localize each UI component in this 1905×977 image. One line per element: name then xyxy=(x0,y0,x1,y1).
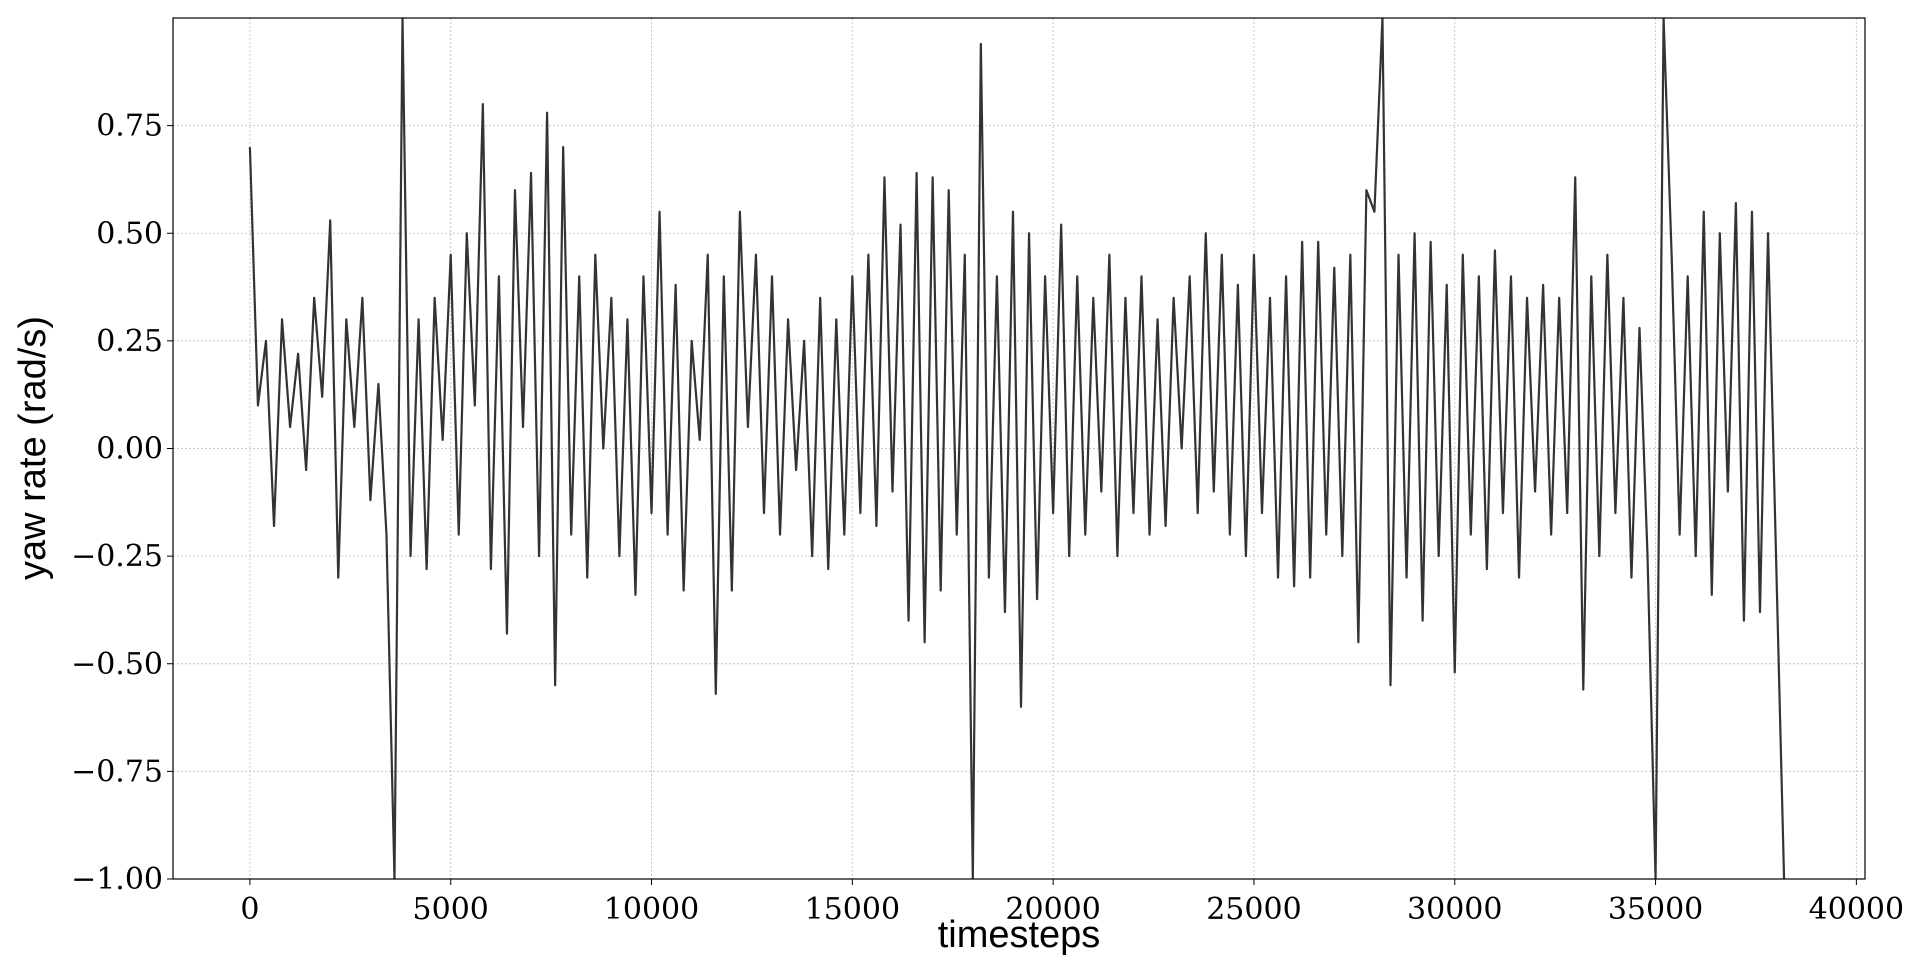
data-line xyxy=(248,18,1786,879)
y-tick-label: 0.50 xyxy=(96,216,163,251)
y-tick-label: 0.25 xyxy=(96,324,163,359)
y-tick-label: −1.00 xyxy=(71,862,163,897)
x-tick-label: 25000 xyxy=(1206,892,1301,927)
y-tick-label: −0.50 xyxy=(71,647,163,682)
y-tick-label: 0.00 xyxy=(96,432,163,467)
labels: 0 5000 10000 15000 20000 25000 30000 35000 40000… xyxy=(71,109,1904,927)
x-tick-label: 35000 xyxy=(1608,892,1703,927)
x-tick-label: 15000 xyxy=(805,892,900,927)
y-axis-label: yaw rate (rad/s) xyxy=(12,316,54,580)
x-tick-label: 20000 xyxy=(1005,892,1100,927)
y-tick-label: 0.75 xyxy=(96,109,163,144)
y-tick-label: −0.25 xyxy=(71,539,163,574)
grid xyxy=(173,18,1865,880)
x-tick-label: 30000 xyxy=(1407,892,1502,927)
x-tick-label: 5000 xyxy=(413,892,489,927)
x-tick-label: 40000 xyxy=(1809,892,1904,927)
x-axis-label: timesteps xyxy=(938,914,1101,956)
x-tick-label: 0 xyxy=(240,892,259,927)
y-tick-label: −0.75 xyxy=(71,754,163,789)
plot-lines xyxy=(248,18,1786,879)
x-tick-label: 10000 xyxy=(604,892,699,927)
